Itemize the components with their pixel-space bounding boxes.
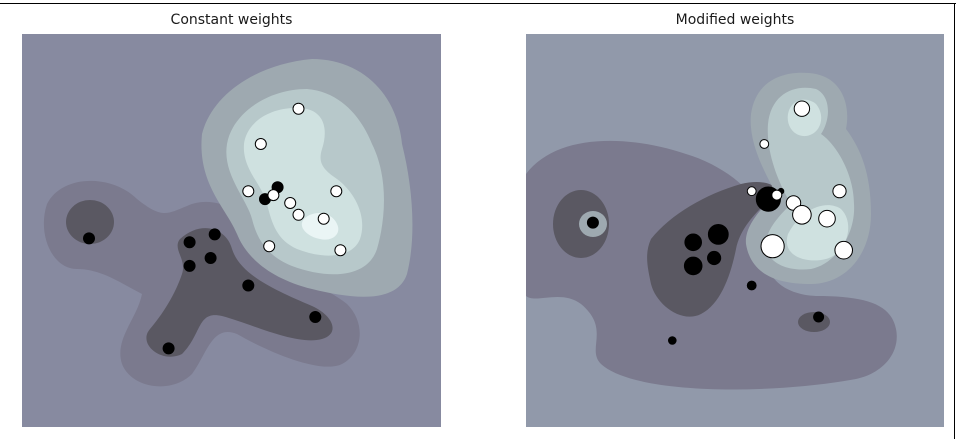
- chart-title-constant: Constant weights: [170, 12, 293, 28]
- scatter-points: [83, 102, 347, 355]
- point-class-1-11: [759, 139, 770, 149]
- point-class-0-5: [746, 280, 757, 291]
- point-class-1-16: [832, 184, 847, 199]
- figure-border-top: [0, 3, 956, 4]
- point-class-1-12: [746, 186, 757, 197]
- point-class-1-17: [317, 212, 330, 225]
- point-class-0-1: [684, 233, 702, 252]
- point-class-0-4: [204, 252, 217, 264]
- point-class-1-11: [254, 138, 267, 150]
- point-class-1-19: [834, 240, 854, 260]
- point-class-1-12: [242, 185, 255, 198]
- contour-low-2: [146, 228, 333, 357]
- point-class-0-7: [162, 342, 175, 355]
- chart-title-modified: Modified weights: [675, 12, 795, 28]
- point-class-0-5: [242, 279, 255, 292]
- figure-border-right: [954, 3, 955, 439]
- point-class-1-18: [760, 234, 785, 259]
- point-class-0-2: [208, 228, 221, 241]
- point-class-0-7: [668, 336, 677, 345]
- point-class-0-1: [183, 236, 196, 249]
- point-class-1-15: [292, 208, 305, 221]
- point-class-0-6: [309, 311, 322, 323]
- point-class-1-15: [792, 205, 812, 225]
- point-class-0-0: [83, 232, 95, 245]
- point-class-0-3: [183, 259, 196, 272]
- point-class-1-10: [793, 100, 811, 117]
- point-class-1-19: [334, 244, 347, 257]
- contour-low-2: [647, 182, 776, 317]
- point-class-1-13: [267, 189, 280, 202]
- point-class-1-10: [292, 102, 305, 115]
- point-class-1-16: [330, 185, 343, 198]
- plot-modified-weights: [526, 34, 944, 427]
- point-class-0-3: [683, 256, 703, 276]
- point-class-1-18: [263, 240, 276, 253]
- contour-low-blob: [66, 200, 114, 244]
- point-class-1-17: [818, 209, 836, 228]
- point-class-0-4: [707, 250, 722, 266]
- point-class-0-2: [707, 224, 729, 245]
- point-class-0-0: [586, 216, 599, 229]
- scatter-points: [586, 100, 854, 345]
- plot-constant-weights: [22, 34, 441, 427]
- point-class-0-6: [813, 311, 825, 323]
- point-class-1-13: [771, 189, 783, 201]
- contour-regions: [526, 72, 897, 390]
- point-class-1-14: [284, 197, 297, 209]
